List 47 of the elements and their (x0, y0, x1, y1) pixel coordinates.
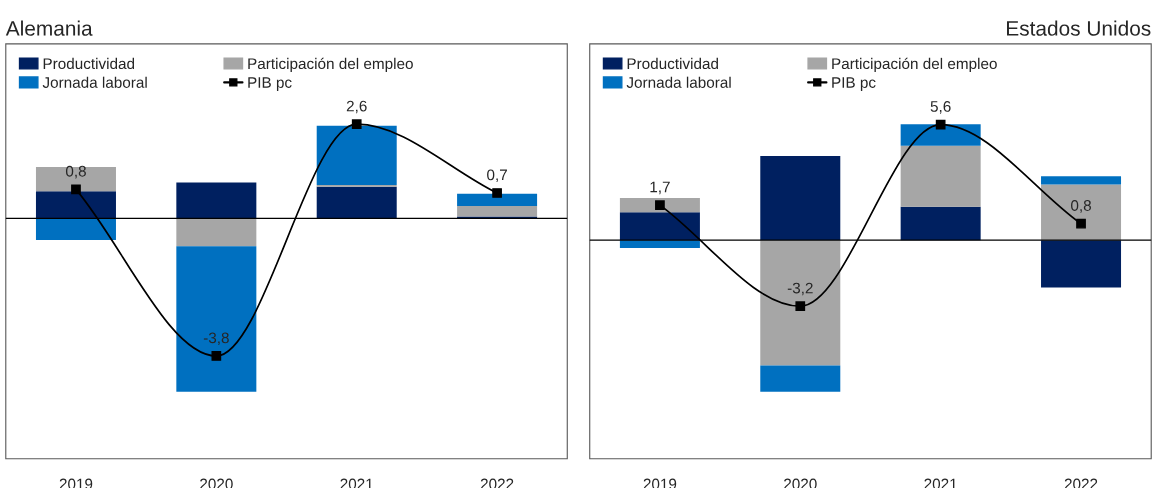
point (71, 184, 81, 195)
bar (619, 212, 700, 241)
legend-label: Productividad (43, 57, 135, 70)
bar (35, 166, 116, 192)
point (935, 119, 946, 130)
data-label: -3,2 (787, 282, 813, 296)
bar (316, 125, 397, 186)
point (492, 188, 502, 198)
legend-label: Participación del empleo (832, 57, 997, 73)
bar (316, 186, 397, 219)
bar (619, 198, 700, 213)
bar (176, 182, 257, 219)
bar (1041, 184, 1122, 241)
bar (900, 206, 981, 241)
bar (900, 124, 981, 146)
bar (760, 240, 841, 366)
bar (457, 193, 538, 207)
bar (176, 218, 257, 247)
chart-title: Estados Unidos (1007, 20, 1151, 36)
data-label: 0,8 (65, 165, 86, 179)
chart-title: Alemania (5, 20, 93, 36)
point (795, 301, 806, 312)
bar (1041, 240, 1122, 288)
data-label: 5,6 (930, 101, 951, 114)
data-label: 1,7 (650, 181, 670, 195)
legend-label: Jornada laboral (626, 76, 731, 88)
point (1076, 218, 1086, 229)
data-label: 2,6 (346, 100, 367, 114)
bar (760, 155, 841, 241)
point (655, 200, 665, 210)
data-label: 0,7 (487, 169, 507, 183)
bar (457, 206, 538, 217)
bar (35, 218, 116, 241)
point (211, 351, 222, 361)
legend-label: Jornada laboral (42, 76, 147, 88)
legend-label: Productividad (627, 57, 718, 70)
legend-label: PIB pc (832, 77, 876, 91)
data-label: -3,8 (203, 332, 229, 346)
bar (1041, 176, 1122, 185)
data-label: 0,8 (1071, 200, 1091, 213)
legend-label: PIB pc (248, 77, 292, 91)
bar (760, 365, 841, 392)
bar (900, 145, 981, 207)
bar (176, 246, 257, 392)
legend-label: Participación del empleo (248, 57, 413, 73)
bar (35, 191, 116, 219)
point (351, 119, 362, 130)
